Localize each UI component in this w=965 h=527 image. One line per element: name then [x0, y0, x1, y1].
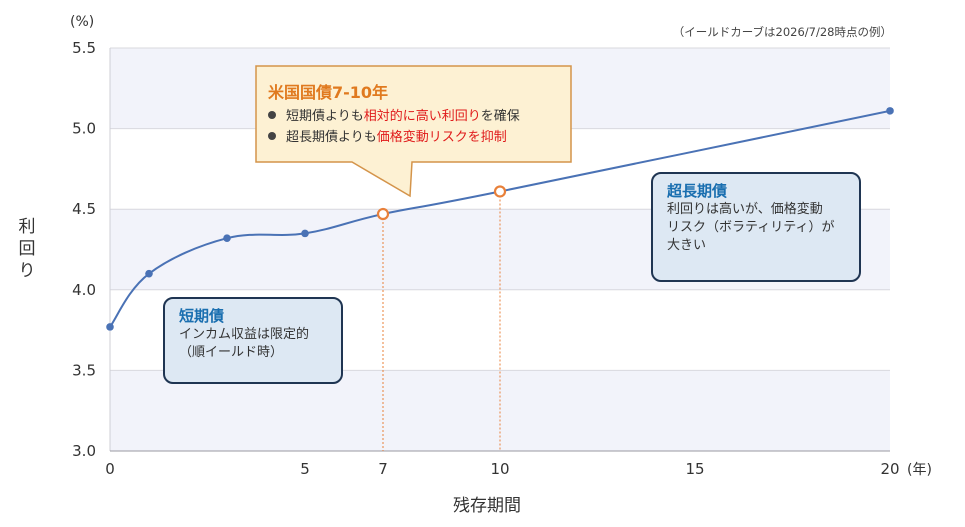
bullet-icon — [268, 132, 276, 140]
y-tick-labels: 3.0 3.5 4.0 4.5 5.0 5.5 — [72, 39, 96, 460]
callout-short-line1: インカム収益は限定的 — [179, 327, 310, 342]
y-axis-title-char: 回 — [19, 239, 36, 259]
x-tick-label: 20 — [880, 460, 899, 478]
data-point-highlight — [493, 185, 507, 198]
callout-us-line2: 超長期債よりも価格変動リスクを抑制 — [268, 127, 559, 148]
x-unit-label: (年) — [907, 462, 932, 478]
callout-short-title: 短期債 — [179, 307, 225, 325]
data-point — [106, 323, 114, 331]
x-tick-label: 15 — [685, 460, 704, 478]
x-tick-label: 7 — [378, 460, 388, 478]
data-point — [886, 107, 894, 115]
data-point — [223, 234, 231, 243]
callout-long-title: 超長期債 — [667, 182, 728, 200]
data-point — [145, 269, 153, 278]
callout-us-line1: 短期債よりも相対的に高い利回りを確保 — [268, 106, 559, 127]
y-tick-label: 4.0 — [72, 281, 96, 299]
bullet-icon — [268, 111, 276, 119]
x-axis-title: 残存期間 — [453, 496, 521, 516]
y-axis-title: 利回り — [19, 217, 36, 281]
yield-curve-line — [109, 109, 891, 328]
y-tick-label: 5.5 — [72, 39, 96, 57]
y-tick-label: 3.0 — [72, 442, 96, 460]
callout-long-line3: 大きい — [667, 238, 707, 253]
x-tick-label: 0 — [105, 460, 115, 478]
note-text: （イールドカーブは2026/7/28時点の例） — [672, 25, 892, 39]
callout-short-line2: （順イールド時） — [179, 345, 284, 360]
y-tick-label: 3.5 — [72, 361, 96, 379]
y-tick-label: 4.5 — [72, 200, 96, 218]
callout-us-title: 米国国債7-10年 — [268, 83, 389, 102]
y-unit-label: (%) — [70, 14, 94, 30]
callout-us: 米国国債7-10年 短期債よりも相対的に高い利回りを確保 超長期債よりも価格変動… — [256, 66, 571, 162]
highlight-guide-lines — [382, 191, 501, 451]
callout-long: 超長期債 利回りは高いが、価格変動 リスク（ボラティリティ）が 大きい — [651, 172, 861, 282]
callout-us-bubble — [255, 65, 572, 198]
x-tick-label: 10 — [490, 460, 509, 478]
callout-long-line2: リスク（ボラティリティ）が — [667, 220, 835, 235]
y-tick-label: 5.0 — [72, 120, 96, 138]
data-point — [301, 229, 309, 238]
y-axis-title-char: り — [19, 261, 36, 281]
x-tick-label: 5 — [300, 460, 310, 478]
data-point-highlight — [376, 207, 390, 221]
y-axis-title-char: 利 — [19, 217, 36, 237]
callout-long-line1: 利回りは高いが、価格変動 — [667, 202, 823, 217]
callout-short: 短期債 インカム収益は限定的 （順イールド時） — [163, 297, 343, 384]
data-points — [106, 107, 894, 331]
x-tick-labels: 0 5 7 10 15 20 — [105, 460, 899, 478]
